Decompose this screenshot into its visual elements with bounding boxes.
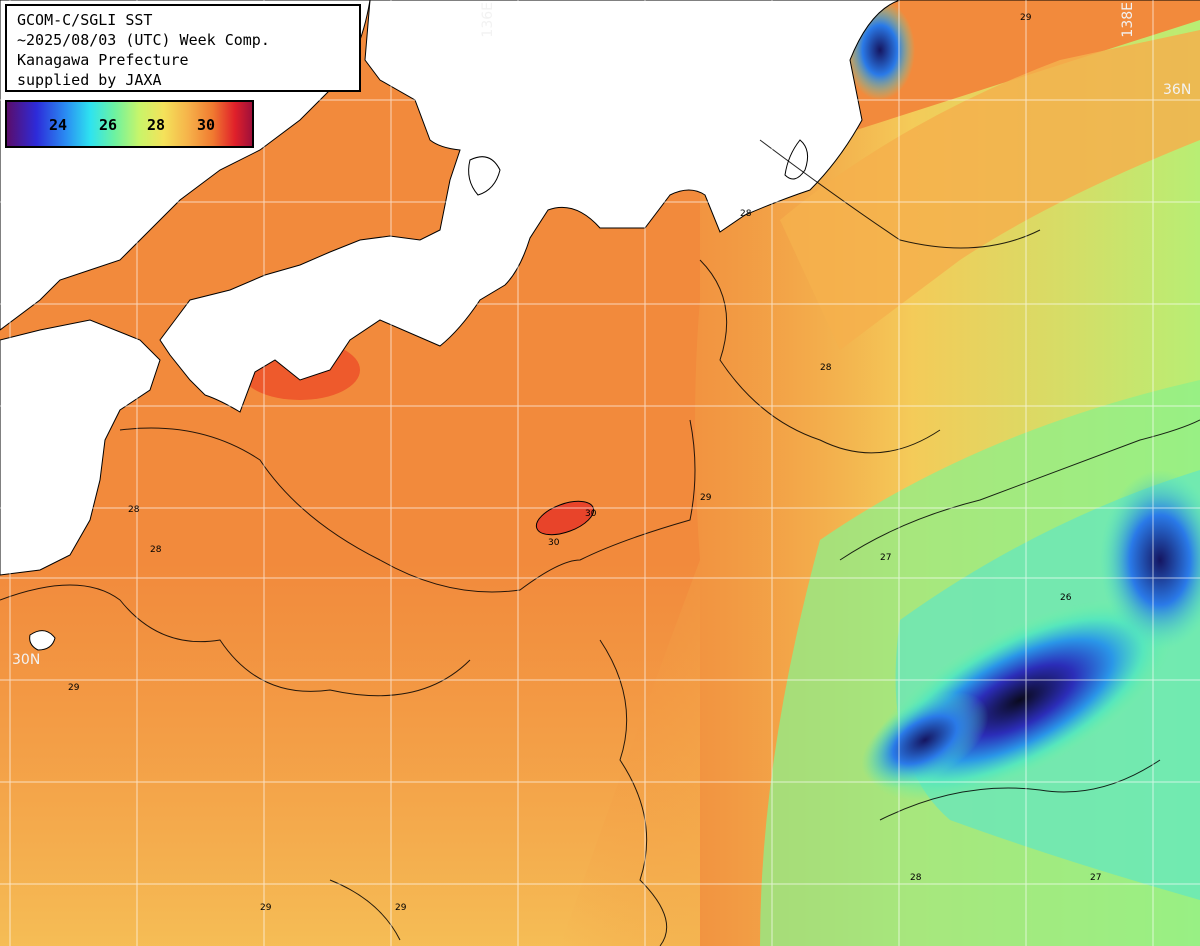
- contour-label: 28: [128, 505, 140, 515]
- contour-label: 30: [548, 538, 560, 548]
- contour-label: 29: [1020, 13, 1032, 23]
- contour-label: 28: [820, 363, 832, 373]
- cold-eddy-east: [1100, 470, 1200, 650]
- title-line-supplier: supplied by JAXA: [17, 71, 162, 89]
- contours: [0, 139, 1200, 946]
- contour-label: 27: [1090, 873, 1101, 883]
- title-line-prefecture: Kanagawa Prefecture: [17, 51, 189, 69]
- contour-label: 29: [700, 493, 712, 503]
- cold-eddy-west: [861, 691, 989, 789]
- contour-label: 30: [585, 509, 597, 519]
- legend-tick-26: 26: [99, 116, 118, 134]
- legend-tick-24: 24: [49, 116, 68, 134]
- legend-tick-28: 28: [147, 116, 166, 134]
- lat-label-30n: 30N: [12, 652, 41, 668]
- contour-label: 29: [260, 903, 272, 913]
- title-line-satellite: GCOM-C/SGLI SST: [17, 11, 153, 29]
- land-honshu: [159, 0, 1200, 413]
- land-awaji: [468, 156, 501, 196]
- contour-label: 27: [880, 553, 891, 563]
- color-scale-legend: 24 26 28 30: [5, 100, 254, 148]
- contour-label: 26: [1060, 593, 1072, 603]
- title-line-date: ~2025/08/03 (UTC) Week Comp.: [17, 31, 270, 49]
- lon-label-138e: 138E: [1120, 2, 1136, 38]
- contour-label: 28: [910, 873, 922, 883]
- land-kyushu-west: [0, 319, 161, 576]
- contour-label: 28: [740, 209, 752, 219]
- contour-labels: 28 29 28 29 30 28 29 27 26 28 29 27 28 2…: [68, 13, 1101, 913]
- contour-label: 29: [68, 683, 80, 693]
- land-izu: [784, 139, 809, 180]
- contour-label: 29: [395, 903, 407, 913]
- lat-label-36n: 36N: [1163, 82, 1192, 98]
- title-box: GCOM-C/SGLI SST ~2025/08/03 (UTC) Week C…: [5, 4, 361, 92]
- legend-tick-30: 30: [197, 116, 216, 134]
- land-small-island: [29, 630, 56, 651]
- contour-label: 28: [150, 545, 162, 555]
- kuroshio-band: [780, 30, 1200, 350]
- lon-label-136e: 136E: [480, 2, 496, 38]
